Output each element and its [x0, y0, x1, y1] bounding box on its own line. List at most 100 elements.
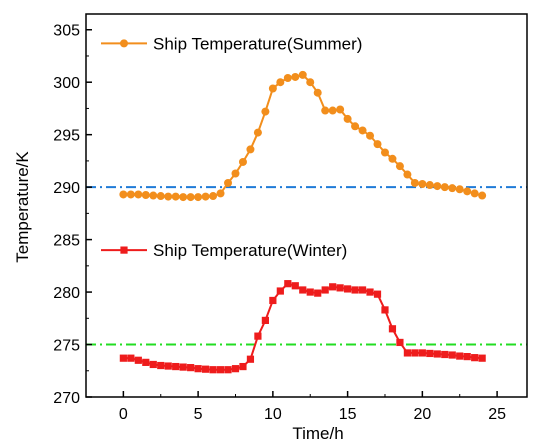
series-2-point [358, 286, 367, 294]
series-1-point [321, 106, 330, 115]
series-2-point [269, 296, 277, 305]
y-tick-label: 305 [53, 23, 80, 40]
series-1-point [306, 78, 315, 87]
x-tick-label: 0 [119, 406, 128, 423]
series-1-point [298, 70, 307, 79]
series-1-point [224, 178, 233, 187]
series-2-point [314, 289, 322, 297]
series-1-point [328, 106, 337, 115]
series-1-point [470, 189, 479, 198]
series-2-point [127, 354, 135, 362]
series-1-point [156, 192, 165, 201]
series-1-point [201, 192, 210, 201]
x-tick-label: 10 [264, 406, 282, 423]
series-2-point [411, 349, 419, 357]
series-2-point [336, 284, 344, 292]
plot-area [86, 70, 527, 374]
series-1-point [448, 184, 457, 193]
series-2-point [306, 288, 314, 296]
series-2-point [471, 354, 479, 362]
series-2-point [224, 366, 232, 374]
series-2-point [463, 353, 471, 361]
series-1-point [455, 185, 464, 194]
series-line-1 [123, 73, 483, 199]
series-1-point [366, 131, 375, 140]
legend: Ship Temperature(Summer) Ship Temperature… [101, 34, 362, 260]
series-2-point [299, 286, 307, 294]
series-1-point [253, 128, 262, 137]
series-1-point [141, 191, 150, 200]
x-tick-label: 15 [339, 406, 357, 423]
series-2-point [157, 361, 165, 370]
x-tick-label: 25 [488, 406, 506, 423]
series-2-point [172, 362, 180, 371]
series-2-point [291, 282, 299, 290]
y-tick-label: 285 [53, 233, 80, 250]
y-tick-label: 300 [53, 75, 80, 92]
y-tick-label: 290 [53, 180, 80, 197]
series-1-point [410, 178, 419, 187]
series-1-point [388, 154, 397, 163]
series-1-point [149, 191, 158, 200]
series-1-point [231, 169, 240, 178]
series-1-point [186, 193, 195, 202]
series-1-point [119, 190, 128, 199]
legend-label-1: Ship Temperature(Summer) [153, 34, 362, 53]
series-2-point [396, 338, 404, 347]
series-2-point [456, 352, 464, 360]
series-2-point [201, 365, 210, 373]
series-1-point [216, 189, 225, 198]
series-2-point [381, 306, 389, 314]
series-1-point [343, 114, 352, 123]
y-tick-label: 295 [53, 128, 80, 145]
series-2-point [373, 290, 382, 298]
series-1-point [134, 190, 143, 199]
series-2-point [448, 351, 456, 359]
series-1-point [209, 192, 218, 201]
series-1-point [238, 157, 247, 166]
series-2-point [344, 285, 352, 293]
legend-label-2: Ship Temperature(Winter) [153, 241, 347, 260]
series-2-point [239, 362, 247, 371]
series-1-point [313, 88, 322, 97]
y-tick-label: 280 [53, 285, 80, 302]
series-2-point [134, 356, 142, 364]
series-1-point [478, 191, 487, 200]
x-tick-label: 20 [413, 406, 431, 423]
series-2-point [426, 349, 434, 358]
series-2-point [321, 286, 329, 294]
series-1-point [283, 74, 292, 83]
series-2-point [209, 366, 217, 374]
series-2-point [403, 349, 412, 357]
series-2-point [366, 288, 374, 296]
series-2-point [276, 287, 284, 295]
series-2-point [441, 350, 449, 359]
series-1-point [179, 193, 188, 202]
series-2-point [254, 332, 262, 340]
series-2-point [418, 349, 426, 357]
series-1-point [171, 192, 180, 201]
series-2-point [478, 354, 486, 362]
series-2-point [246, 355, 255, 363]
series-2-point [329, 283, 337, 291]
x-tick-label: 5 [194, 406, 203, 423]
series-2-point [231, 365, 240, 373]
series-1-point [194, 193, 203, 202]
y-tick-label: 275 [53, 338, 80, 355]
series-2-point [142, 358, 150, 366]
legend-marker-1 [120, 39, 128, 48]
series-1-point [440, 183, 449, 192]
series-1-point [268, 84, 277, 93]
series-1-point [351, 122, 360, 131]
series-1-point [261, 107, 270, 116]
series-2-point [119, 354, 127, 362]
x-axis-title: Time/h [292, 424, 343, 443]
series-2-point [187, 364, 195, 372]
series-2-point [179, 363, 187, 371]
series-1-point [380, 148, 389, 157]
series-1-point [126, 190, 135, 199]
series-2-point [284, 280, 292, 288]
series-2-point [194, 365, 202, 373]
series-2-point [388, 325, 397, 333]
